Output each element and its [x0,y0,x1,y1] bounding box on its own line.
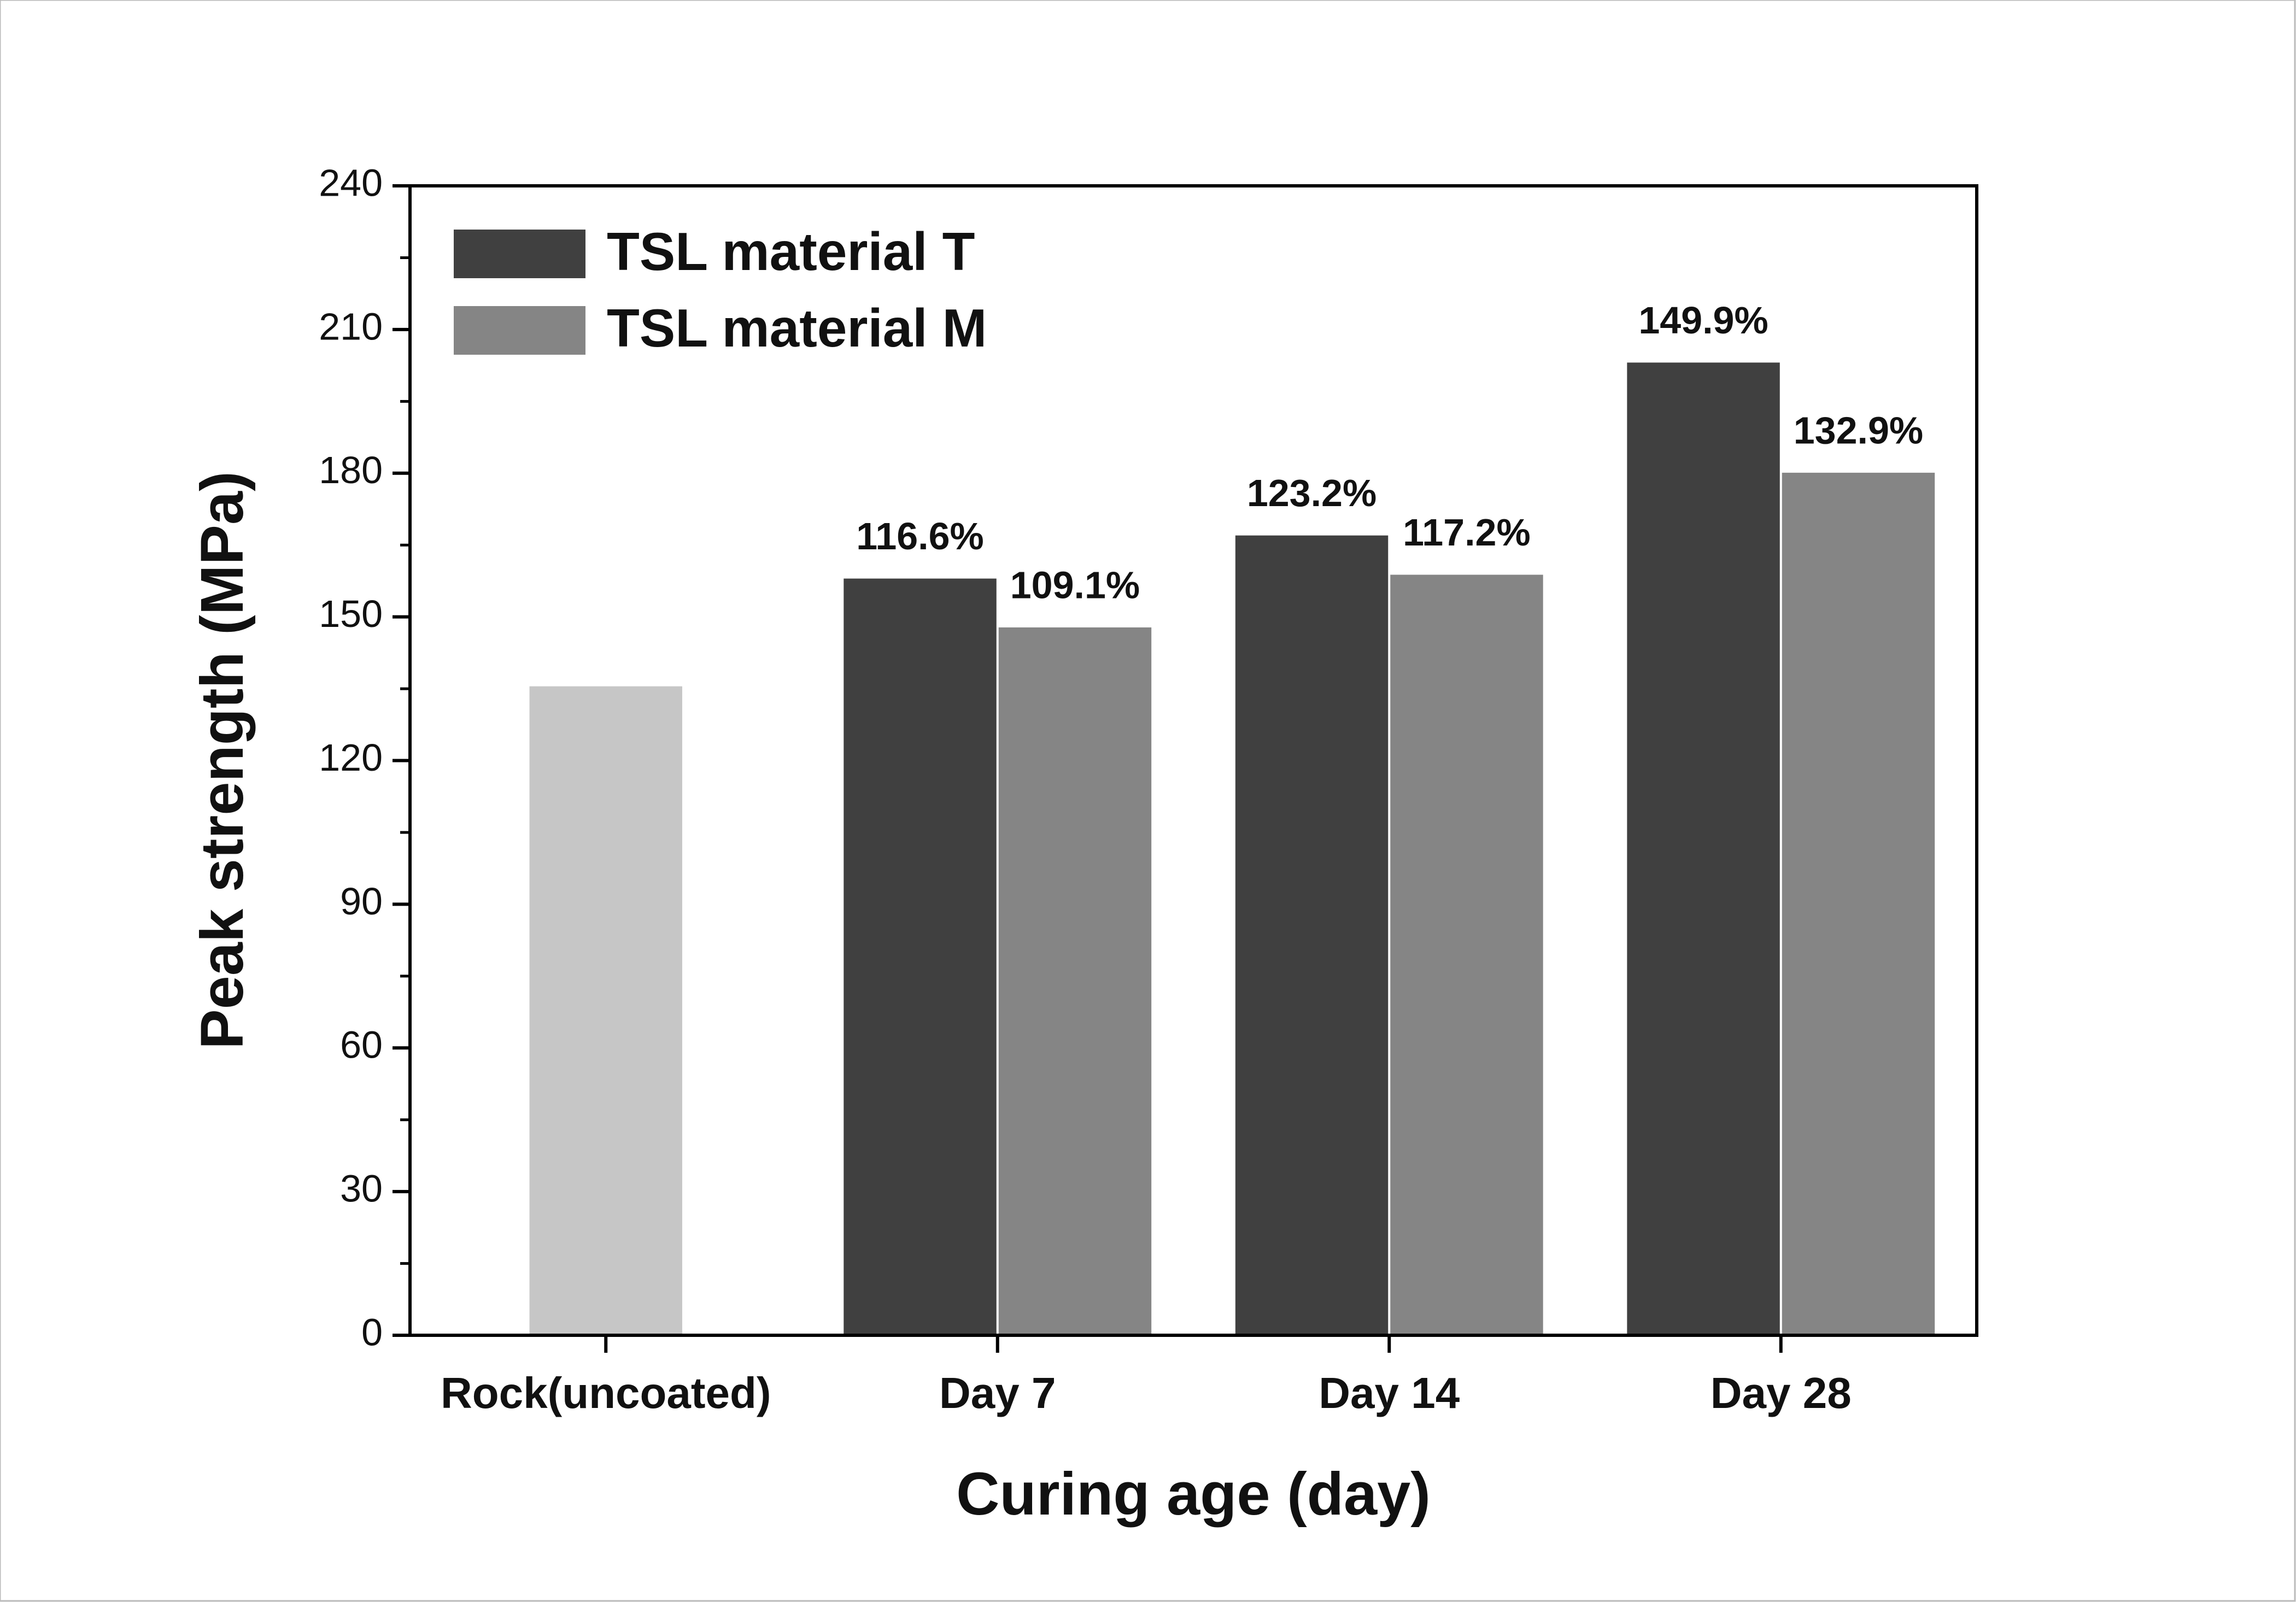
y-tick-label: 180 [319,449,383,491]
y-tick-label: 120 [319,736,383,779]
bar [844,578,997,1335]
x-tick-label: Day 28 [1711,1369,1852,1417]
legend-swatch [454,306,585,355]
y-tick-label: 240 [319,161,383,204]
y-tick-label: 150 [319,592,383,635]
annotation: 123.2% [1247,472,1377,514]
x-axis-title: Curing age (day) [956,1460,1431,1528]
y-tick-label: 0 [361,1311,383,1353]
bar [1390,574,1543,1335]
annotation: 109.1% [1010,564,1140,606]
y-tick-label: 60 [340,1024,383,1066]
plot-frame [408,184,1978,1337]
legend-label: TSL material T [607,221,975,281]
bar [529,686,682,1335]
annotation: 116.6% [856,515,984,558]
annotation: 117.2% [1403,511,1531,554]
y-tick-label: 210 [319,305,383,348]
bar [998,627,1152,1335]
bar [1782,472,1935,1335]
bar [1627,362,1780,1336]
y-axis-title: Peak strength (MPa) [189,471,256,1049]
x-tick-label: Day 14 [1319,1369,1460,1417]
legend-label: TSL material M [607,298,987,358]
x-tick-label: Day 7 [939,1369,1056,1417]
annotation: 132.9% [1794,409,1923,451]
annotation: 149.9% [1638,299,1768,342]
bar [1235,535,1389,1335]
y-tick-label: 30 [340,1167,383,1210]
y-tick-label: 90 [340,880,383,923]
x-tick-label: Rock(uncoated) [441,1369,771,1417]
legend-swatch [454,230,585,278]
